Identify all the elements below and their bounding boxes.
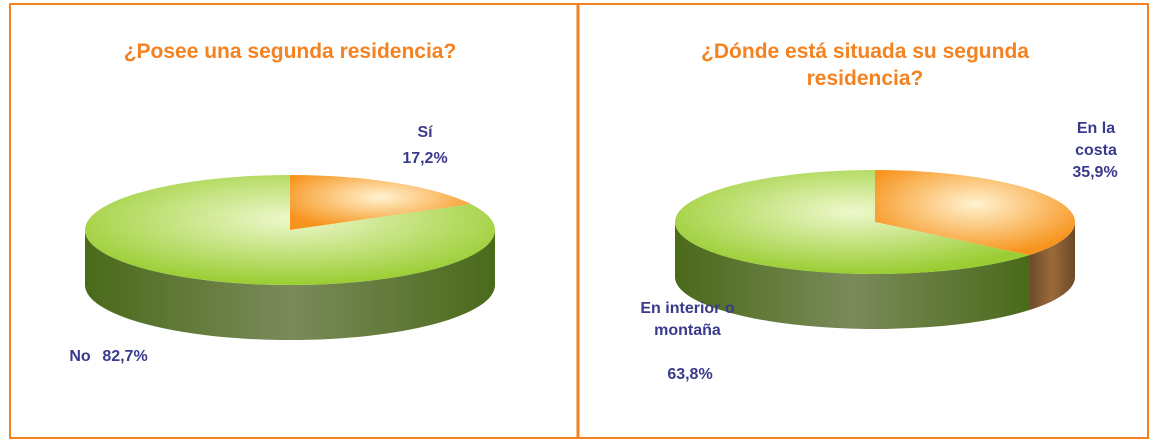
slice-side <box>674 222 1030 329</box>
value-label: 82,7% <box>102 348 148 365</box>
value-label: 63,8% <box>667 366 713 383</box>
slice-side <box>1029 222 1075 311</box>
chart-title: ¿Posee una segunda residencia? <box>123 40 457 63</box>
slice <box>290 175 471 230</box>
slice-label: En interior o montaña <box>640 300 735 339</box>
slice-label: En la costa <box>1075 120 1117 159</box>
value-label: 17,2% <box>402 150 448 167</box>
slice-label: No <box>69 348 91 365</box>
slice-label: Sí <box>417 124 433 141</box>
chart-title: ¿Dónde está situada su segunda residenci… <box>701 40 1029 90</box>
slice-side <box>85 230 495 340</box>
slice <box>675 170 1030 274</box>
slice <box>875 170 1075 256</box>
slice <box>84 175 496 285</box>
value-label: 35,9% <box>1072 164 1118 181</box>
